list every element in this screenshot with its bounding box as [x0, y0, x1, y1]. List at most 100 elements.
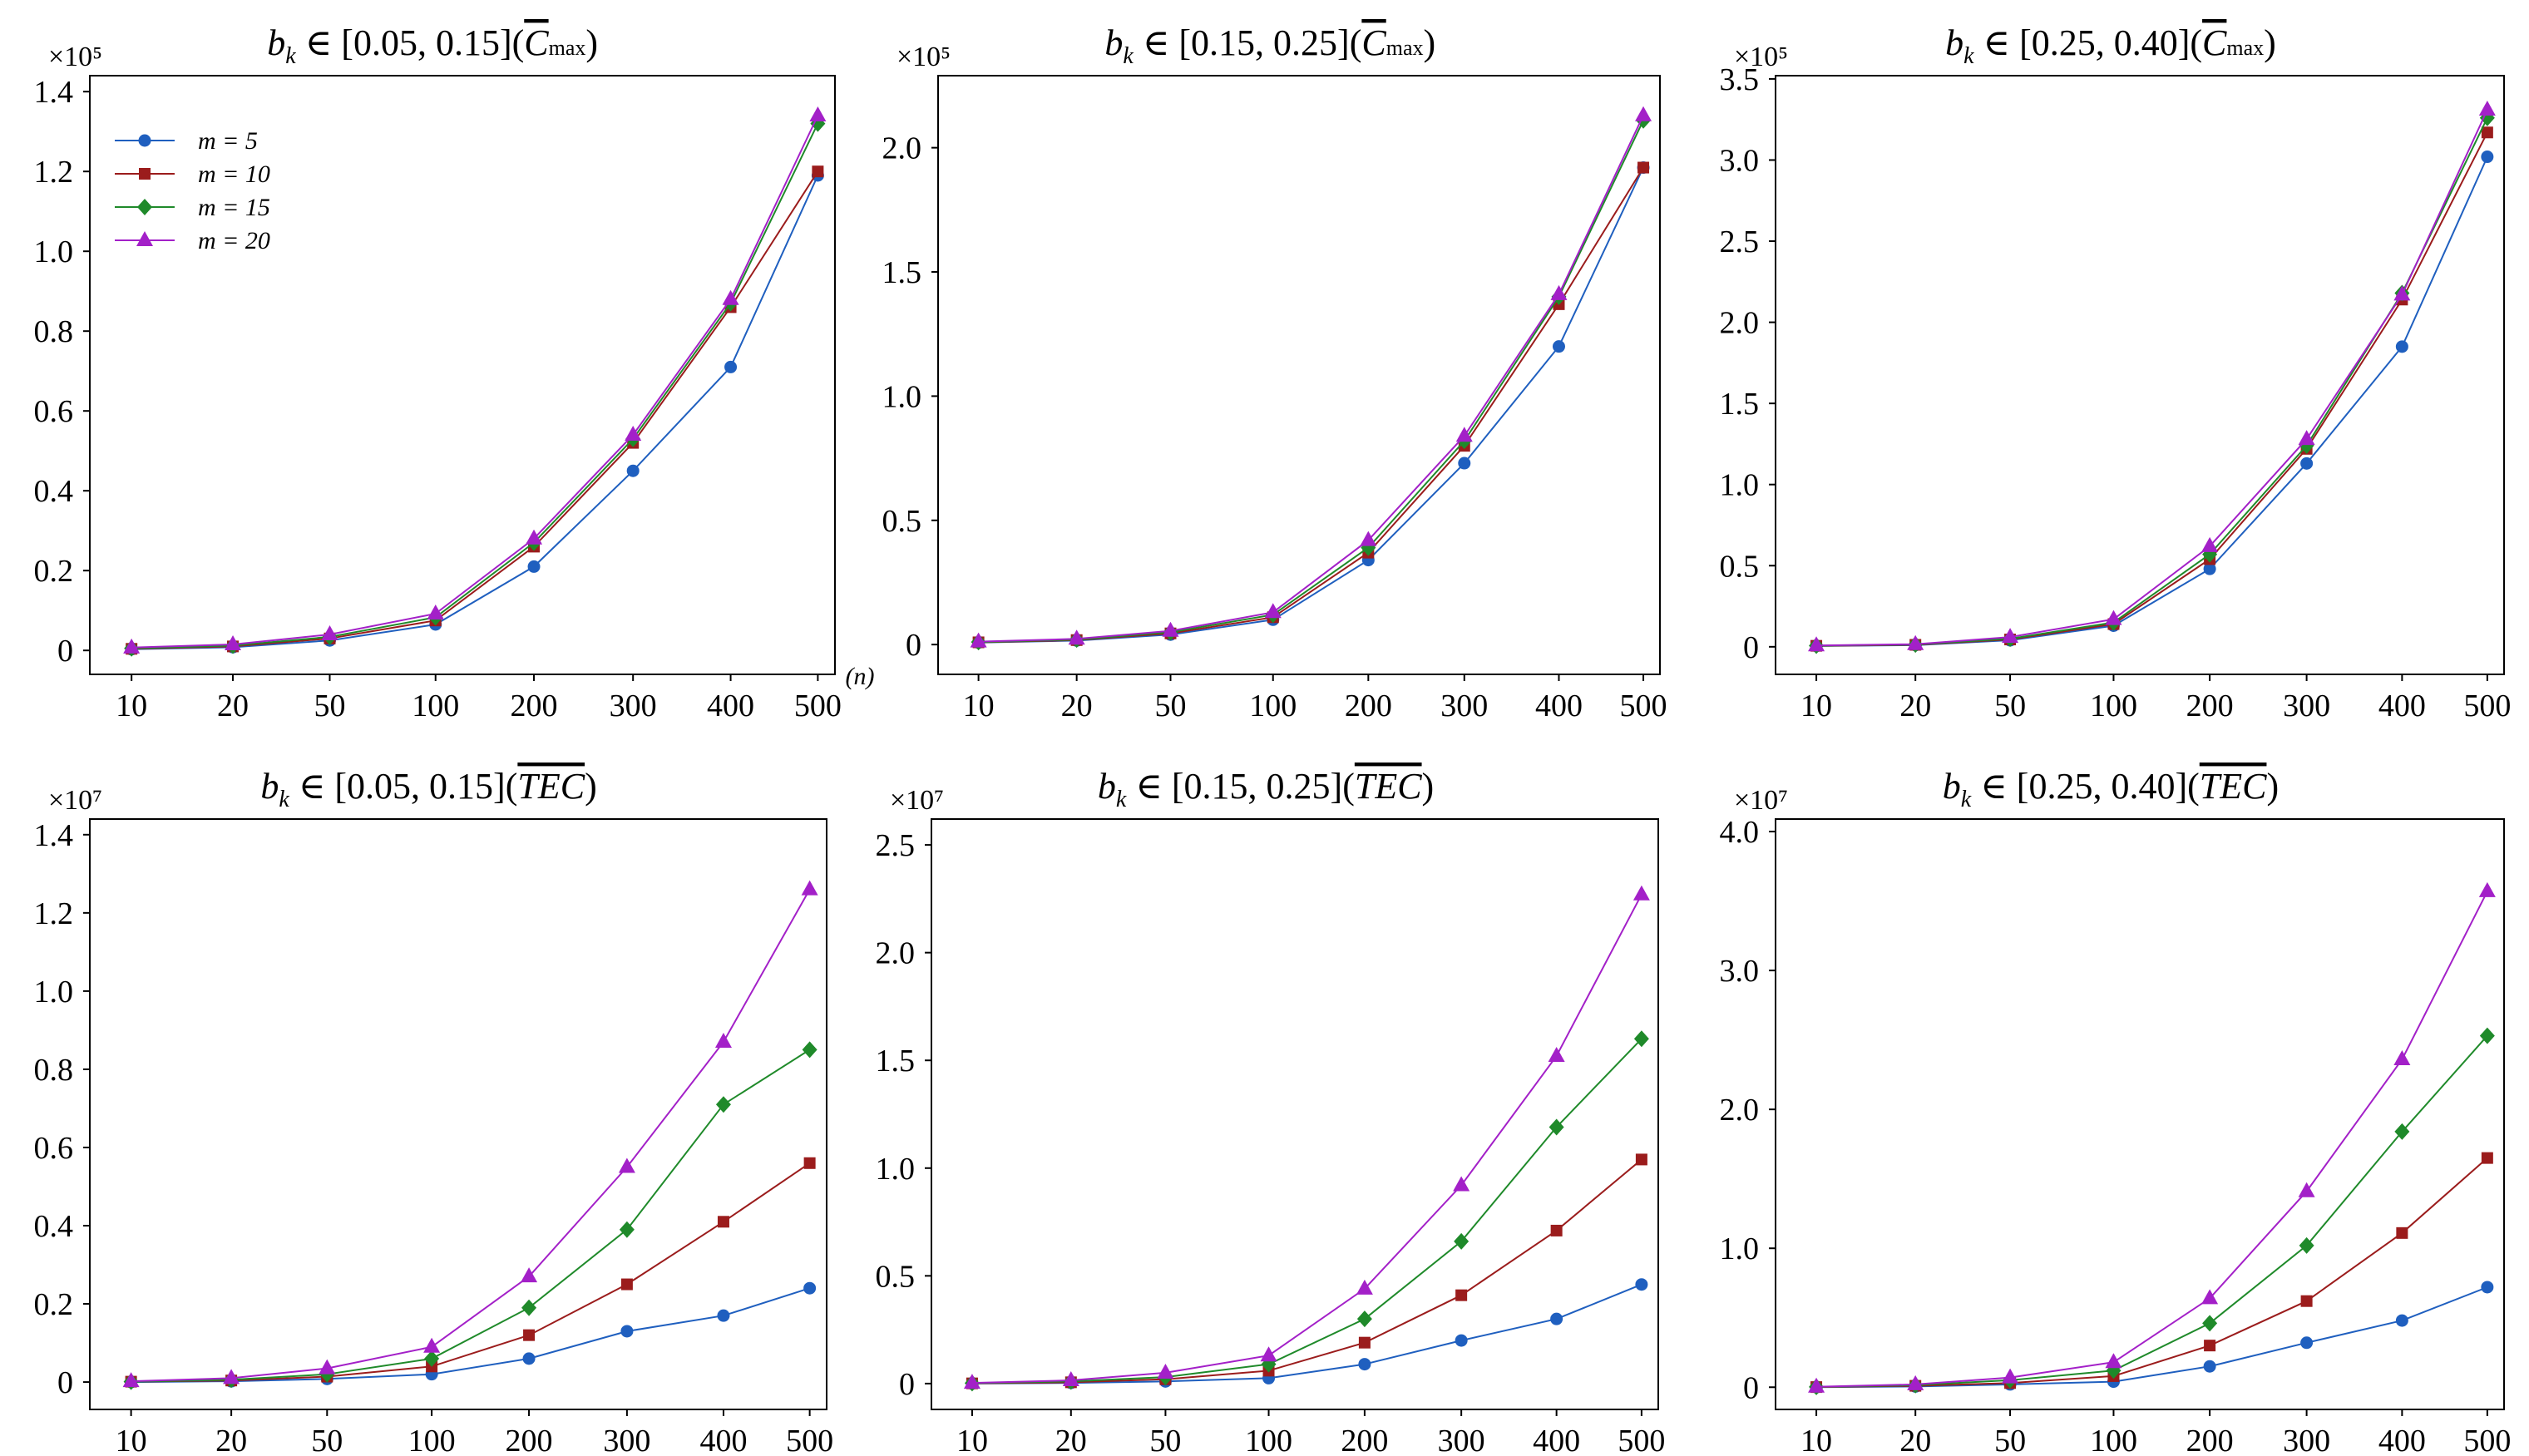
data-point-m20 — [1157, 1363, 1174, 1379]
y-tick-label: 1.2 — [34, 896, 74, 931]
chart-title-text: bk ∈ [0.25, 0.40](TEC) — [1943, 766, 2279, 812]
x-tick-label: 50 — [314, 689, 346, 723]
chart-panel-1: 0 0.2 0.4 0.6 0.8 1.0 1.2 1.4 10 20 50 100 200 300 400… — [34, 22, 875, 723]
x-tick-label: 200 — [2186, 689, 2234, 723]
legend-item-m15: m = 15 — [115, 194, 270, 221]
x-tick-label: 20 — [1899, 689, 1931, 723]
legend-marker — [136, 231, 153, 246]
data-point-m20 — [1162, 621, 1179, 637]
x-tick-label: 10 — [1800, 1424, 1832, 1456]
x-tick-label: 500 — [1620, 689, 1667, 723]
legend-item-m5: m = 5 — [115, 127, 258, 155]
data-point-m20 — [2478, 100, 2496, 116]
data-point-m10 — [2481, 1152, 2493, 1164]
y-tick-label: 0.2 — [34, 1287, 74, 1322]
chart-title-text: bk ∈ [0.05, 0.15](Cmax) — [267, 22, 598, 69]
chart-title: bk ∈ [0.05, 0.15](Cmax) — [267, 22, 598, 69]
data-point-m5 — [527, 560, 541, 573]
y-tick-label: 0.5 — [882, 504, 922, 539]
data-point-m20 — [1548, 1047, 1565, 1063]
data-point-m20 — [1907, 634, 1924, 650]
data-point-m20 — [2201, 1289, 2219, 1305]
legend-label: m = 15 — [198, 194, 270, 221]
series-m15 — [964, 1030, 1649, 1392]
plot-frame — [1775, 818, 2505, 1410]
scale-label: ×10⁵ — [897, 42, 951, 72]
legend-label: m = 5 — [198, 127, 258, 155]
plot-frame — [1775, 75, 2505, 675]
y-tick-label: 2.5 — [1720, 225, 1760, 259]
y-tick-label: 2.5 — [876, 828, 916, 863]
series-line-m15 — [131, 123, 819, 649]
x-tick-label: 200 — [511, 689, 558, 723]
series-line-m10 — [1816, 1157, 2488, 1389]
data-point-m20 — [2002, 1368, 2019, 1384]
data-point-m20 — [618, 1157, 635, 1173]
data-point-m5 — [1458, 457, 1471, 470]
data-point-m15 — [1356, 1310, 1372, 1328]
x-tick-label: 400 — [699, 1424, 747, 1456]
data-point-m5 — [2481, 1281, 2494, 1294]
data-point-m20 — [1808, 1377, 1825, 1393]
data-point-m15 — [802, 1041, 817, 1059]
series-line-m15 — [1816, 117, 2488, 647]
y-tick-label: 0.8 — [34, 314, 74, 349]
data-point-m20 — [963, 1374, 980, 1389]
series-m5 — [966, 1278, 1648, 1390]
y-tick-label: 4.0 — [1720, 815, 1760, 850]
data-point-m10 — [2481, 126, 2493, 139]
data-point-m20 — [2298, 1182, 2315, 1197]
data-point-m20 — [1907, 1375, 1924, 1390]
data-point-m20 — [1264, 603, 1282, 619]
data-point-m10 — [2300, 1295, 2313, 1307]
series-m15 — [971, 111, 1652, 651]
plot-frame — [931, 818, 1659, 1410]
data-point-m10 — [2204, 1340, 2216, 1352]
x-tick-label: 300 — [1438, 1424, 1485, 1456]
data-point-m5 — [1550, 1312, 1563, 1325]
series-line-m15 — [1816, 1034, 2488, 1388]
series-line-m20 — [131, 115, 819, 649]
x-tick-label: 200 — [2186, 1424, 2234, 1456]
data-point-m5 — [2395, 1314, 2408, 1327]
data-point-m20 — [319, 1359, 336, 1375]
data-point-m20 — [2298, 430, 2315, 446]
y-tick-label: 2.0 — [1720, 306, 1760, 341]
data-point-m20 — [970, 632, 987, 648]
data-point-m10 — [2396, 1226, 2408, 1239]
legend-marker — [137, 199, 152, 215]
data-point-m15 — [1549, 1118, 1564, 1136]
series-m20 — [1808, 100, 2496, 652]
data-point-m20 — [809, 106, 827, 121]
data-point-m5 — [1552, 340, 1565, 353]
series-m15 — [123, 1041, 817, 1390]
y-tick-label: 0 — [57, 1365, 73, 1400]
x-tick-label: 20 — [215, 1424, 247, 1456]
data-point-m15 — [2479, 1027, 2495, 1044]
x-tick-label: 500 — [1618, 1424, 1665, 1456]
series-line-m10 — [131, 170, 819, 650]
data-point-m20 — [2393, 1050, 2411, 1066]
x-tick-label: 20 — [1899, 1424, 1931, 1456]
legend-marker — [138, 134, 151, 147]
data-point-m5 — [2300, 457, 2314, 470]
data-point-m20 — [714, 1033, 732, 1049]
y-tick-label: 0.5 — [1720, 549, 1760, 584]
series-m20 — [963, 885, 1650, 1389]
chart-title-text: bk ∈ [0.15, 0.25](Cmax) — [1104, 22, 1435, 69]
series-line-m5 — [1816, 156, 2488, 647]
data-point-m20 — [722, 289, 739, 305]
series-line-m20 — [1816, 891, 2488, 1388]
chart-title-text: bk ∈ [0.05, 0.15](TEC) — [260, 766, 596, 812]
x-tick-label: 10 — [1800, 689, 1832, 723]
data-point-m15 — [1633, 1030, 1649, 1048]
series-line-m15 — [978, 120, 1644, 644]
y-tick-label: 0 — [1743, 1370, 1759, 1405]
data-point-m20 — [1360, 531, 1377, 546]
data-point-m5 — [2300, 1336, 2314, 1350]
series-m15 — [1809, 109, 2495, 654]
y-tick-label: 1.5 — [882, 255, 922, 290]
chart-title: bk ∈ [0.15, 0.25](TEC) — [1098, 766, 1434, 812]
scale-label: ×10⁷ — [48, 785, 102, 816]
